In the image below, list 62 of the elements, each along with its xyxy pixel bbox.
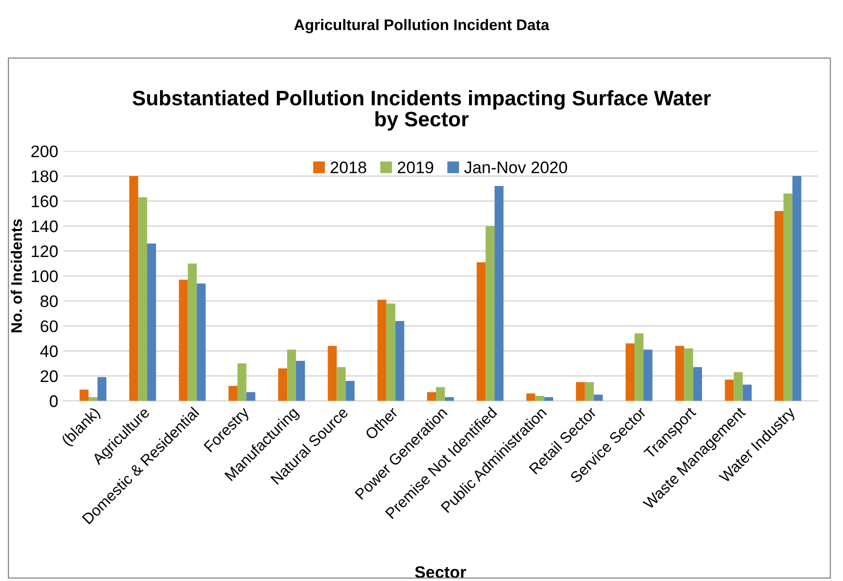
- bar: [643, 350, 652, 401]
- bar: [486, 226, 495, 401]
- x-axis-title: Sector: [415, 566, 466, 578]
- bar: [336, 367, 346, 401]
- bar: [476, 262, 486, 401]
- bar: [188, 263, 197, 401]
- bar: [436, 387, 445, 401]
- bar: [792, 176, 802, 401]
- bar: [80, 390, 89, 401]
- y-tick-label: 120: [32, 245, 58, 258]
- bar: [386, 303, 396, 401]
- bar: [783, 194, 792, 401]
- bar: [444, 397, 454, 401]
- bar: [395, 320, 404, 401]
- chart-subtitle: Substantiated Pollution Incidents impacting Surface Water by Sector: [132, 90, 711, 131]
- bar: [346, 380, 355, 401]
- y-tick-label: 160: [32, 195, 58, 208]
- y-tick-label: 200: [31, 145, 58, 158]
- legend-label: Jan-Nov 2020: [464, 162, 568, 174]
- bar: [287, 350, 296, 401]
- bar: [246, 392, 256, 401]
- bar: [138, 197, 148, 401]
- chart-title: Agricultural Pollution Incident Data: [294, 18, 550, 34]
- y-tick-label: 100: [32, 270, 58, 282]
- bar: [544, 397, 554, 401]
- y-tick-label: 40: [40, 345, 58, 358]
- bar: [278, 368, 288, 401]
- legend-label: 2019: [398, 162, 434, 174]
- bar: [178, 280, 188, 401]
- bar: [328, 346, 337, 401]
- bar: [675, 346, 684, 401]
- y-tick-label: 180: [32, 170, 58, 182]
- bar: [88, 397, 98, 401]
- bar: [626, 343, 635, 401]
- bar: [724, 380, 734, 401]
- bar: [584, 382, 594, 401]
- legend-label: 2018: [330, 162, 366, 174]
- bar: [526, 393, 536, 401]
- bar: [742, 384, 752, 401]
- y-tick-label: 0: [50, 395, 58, 408]
- bar: [377, 300, 386, 401]
- y-tick-label: 60: [40, 320, 58, 332]
- bar: [684, 348, 694, 401]
- bar: [693, 367, 702, 401]
- bar: [129, 176, 138, 401]
- bar: [494, 186, 504, 401]
- y-tick-label: 80: [40, 295, 58, 308]
- bar: [427, 392, 436, 401]
- bar: [734, 372, 743, 401]
- bar: [147, 243, 156, 401]
- bar: [196, 283, 206, 401]
- bar: [774, 211, 784, 401]
- bar: [97, 377, 106, 401]
- y-tick-label: 140: [32, 220, 58, 232]
- bar: [594, 394, 603, 401]
- bar: [634, 333, 644, 401]
- bar: [296, 360, 305, 401]
- bar: [576, 382, 585, 401]
- bar: [228, 386, 238, 401]
- bar: [237, 363, 246, 401]
- y-tick-label: 20: [40, 370, 58, 382]
- y-axis-title: No. of Incidents: [10, 219, 22, 332]
